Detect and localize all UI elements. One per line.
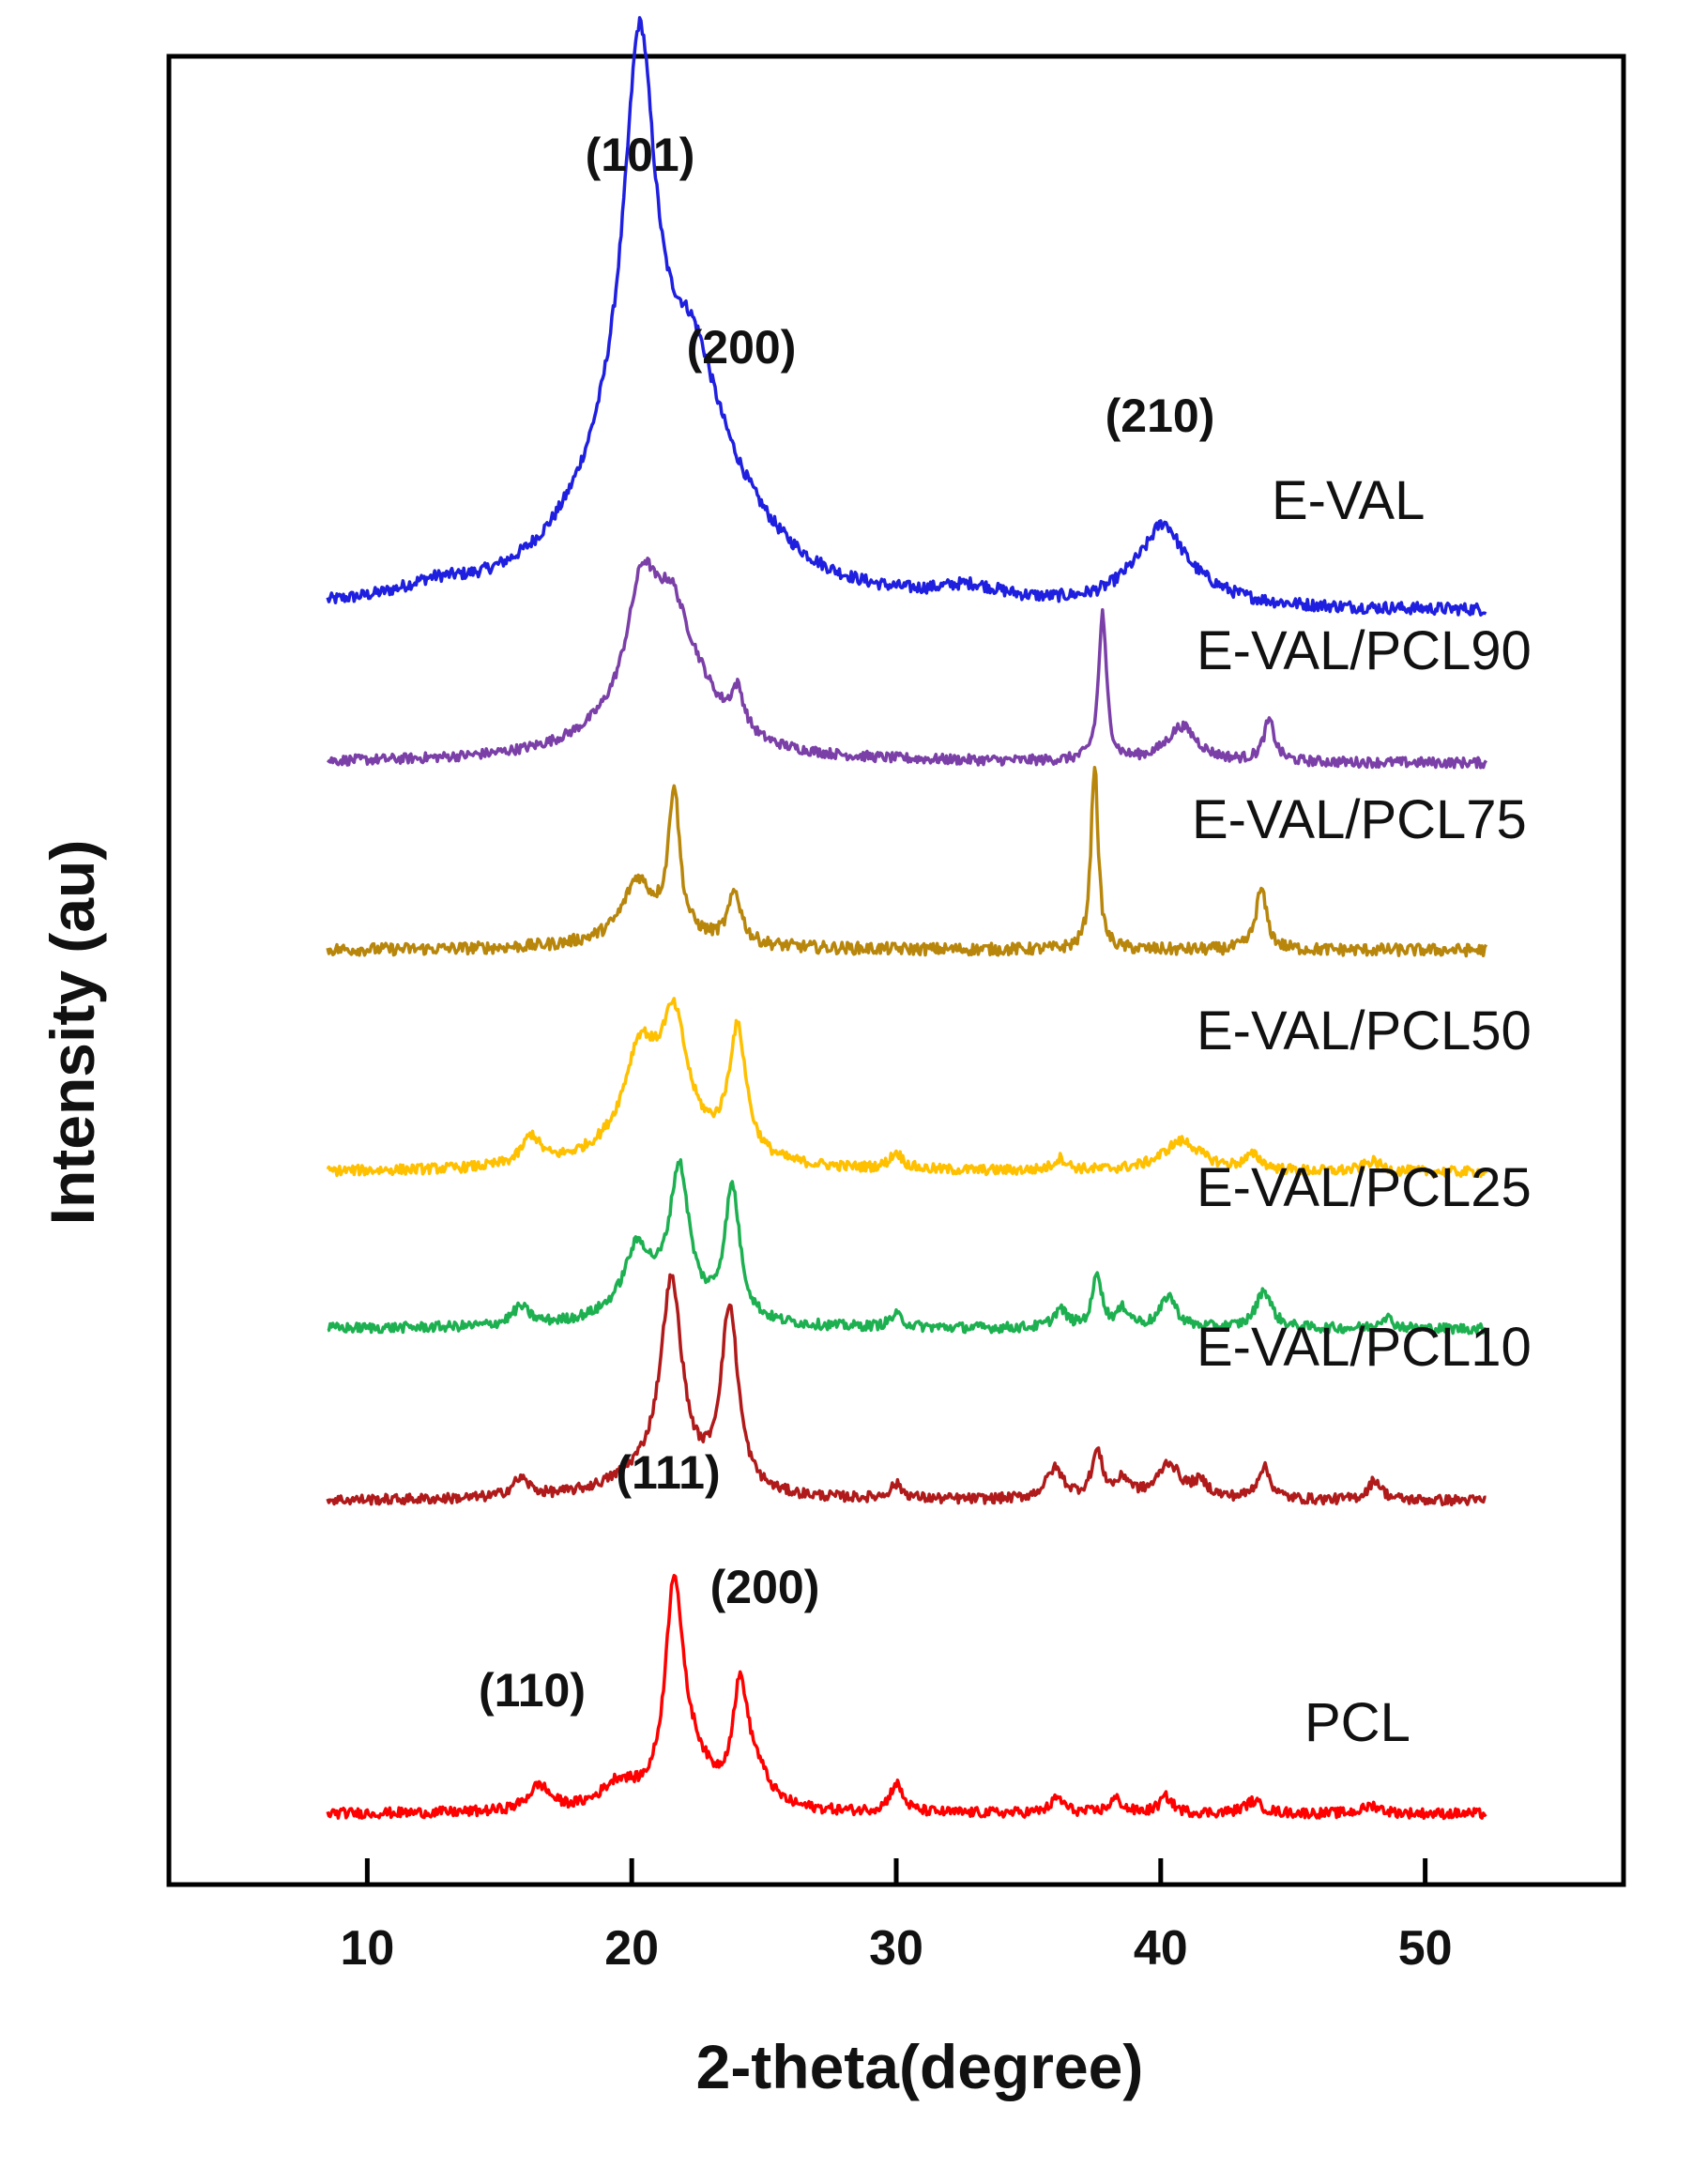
series-label-e-val-pcl25: E-VAL/PCL25 <box>1197 1157 1532 1218</box>
x-tick-label-30: 30 <box>869 1921 923 1976</box>
series-labels: E-VAL E-VAL/PCL90 E-VAL/PCL75 E-VAL/PCL5… <box>1192 470 1532 1753</box>
annotation-101: (101) <box>586 129 695 181</box>
x-tick-label-50: 50 <box>1398 1921 1453 1976</box>
series-label-e-val-pcl75: E-VAL/PCL75 <box>1192 789 1527 850</box>
y-axis-title: Intensity (au) <box>38 840 107 1226</box>
series-line-e-val-pcl25 <box>327 1158 1488 1336</box>
series-layer <box>326 16 1488 1821</box>
series-line-e-val-pcl50 <box>326 997 1488 1179</box>
series-line-e-val-pcl10 <box>326 1273 1487 1507</box>
series-line-e-val <box>326 16 1487 617</box>
series-line-e-val-pcl75 <box>326 766 1488 958</box>
series-label-e-val: E-VAL <box>1272 470 1425 531</box>
peak-annotations: (101) (200) (210) (111) (200) (110) <box>479 129 1214 1717</box>
series-line-e-val-pcl90 <box>326 557 1488 770</box>
series-line-pcl <box>326 1573 1487 1821</box>
annotation-200-top: (200) <box>687 321 797 374</box>
series-label-e-val-pcl10: E-VAL/PCL10 <box>1197 1317 1532 1378</box>
series-label-pcl: PCL <box>1304 1692 1411 1753</box>
x-axis-title: 2-theta(degree) <box>696 2032 1144 2101</box>
annotation-210: (210) <box>1106 389 1215 442</box>
x-tick-label-20: 20 <box>604 1921 659 1976</box>
x-tick-label-10: 10 <box>340 1921 394 1976</box>
x-axis-ticks: 10 20 30 40 50 <box>340 1858 1453 1976</box>
plot-frame <box>166 53 1626 1887</box>
x-tick-label-40: 40 <box>1134 1921 1188 1976</box>
series-label-e-val-pcl50: E-VAL/PCL50 <box>1197 1000 1532 1061</box>
annotation-200-bottom: (200) <box>710 1561 820 1613</box>
annotation-111: (111) <box>616 1446 720 1499</box>
annotation-110: (110) <box>479 1664 586 1717</box>
series-label-e-val-pcl90: E-VAL/PCL90 <box>1197 620 1532 681</box>
